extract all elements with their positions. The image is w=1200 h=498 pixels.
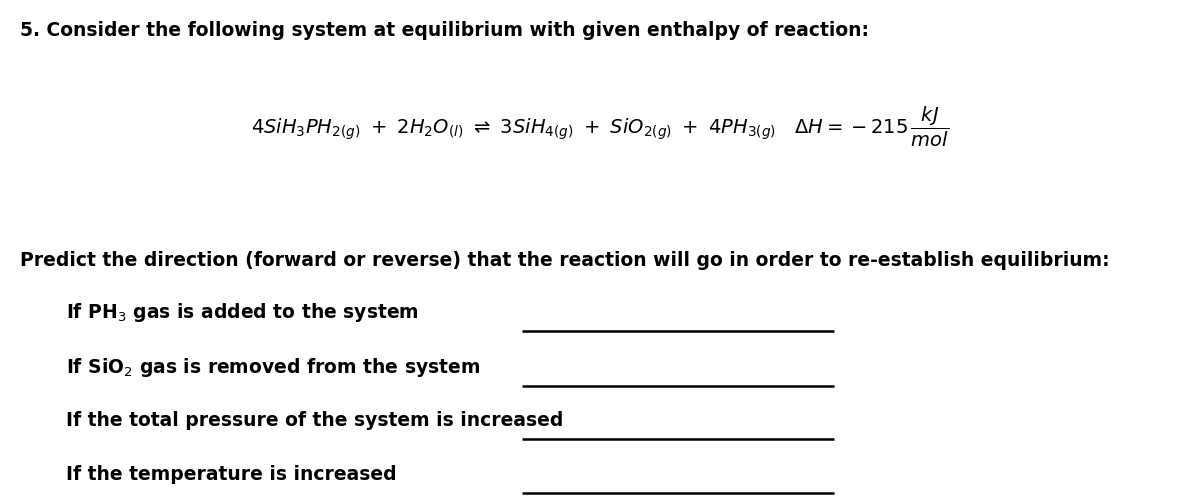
Text: If PH$_3$ gas is added to the system: If PH$_3$ gas is added to the system	[66, 301, 419, 324]
Text: $4SiH_3PH_{2(g)}\ +\ 2H_2O_{(l)}\ \rightleftharpoons\ 3SiH_{4(g)}\ +\ SiO_{2(g)}: $4SiH_3PH_{2(g)}\ +\ 2H_2O_{(l)}\ \right…	[251, 105, 949, 149]
Text: 5. Consider the following system at equilibrium with given enthalpy of reaction:: 5. Consider the following system at equi…	[20, 21, 869, 40]
Text: Predict the direction (forward or reverse) that the reaction will go in order to: Predict the direction (forward or revers…	[20, 251, 1110, 270]
Text: If SiO$_2$ gas is removed from the system: If SiO$_2$ gas is removed from the syste…	[66, 356, 480, 378]
Text: If the temperature is increased: If the temperature is increased	[66, 465, 397, 484]
Text: If the total pressure of the system is increased: If the total pressure of the system is i…	[66, 411, 563, 430]
